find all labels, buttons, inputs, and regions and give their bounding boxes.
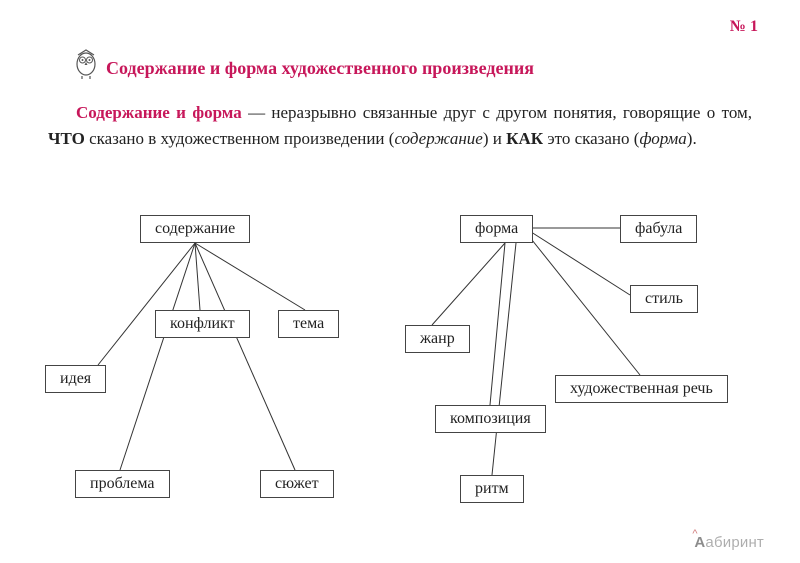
node-tema: тема — [278, 310, 339, 338]
watermark: ^Аабиринт — [694, 534, 764, 551]
owl-icon — [72, 46, 100, 85]
page-number: № 1 — [730, 18, 758, 36]
node-fabula: фабула — [620, 215, 697, 243]
node-syuzhet: сюжет — [260, 470, 334, 498]
page-title: Содержание и форма художественного произ… — [106, 58, 534, 79]
node-ideya: идея — [45, 365, 106, 393]
concept-diagram: содержание конфликт тема идея проблема сюжет ф… — [0, 195, 800, 545]
node-hudrech: художественная речь — [555, 375, 728, 403]
node-zhanr: жанр — [405, 325, 470, 353]
node-forma: форма — [460, 215, 533, 243]
node-ritm: ритм — [460, 475, 524, 503]
node-konflikt: конфликт — [155, 310, 250, 338]
node-soderzhanie: содержание — [140, 215, 250, 243]
node-stil: стиль — [630, 285, 698, 313]
node-kompozitsiya: композиция — [435, 405, 546, 433]
definition-paragraph: Содержание и форма — неразрывно связанны… — [48, 100, 752, 151]
node-problema: проблема — [75, 470, 170, 498]
lead-term: Содержание и форма — [76, 103, 242, 122]
